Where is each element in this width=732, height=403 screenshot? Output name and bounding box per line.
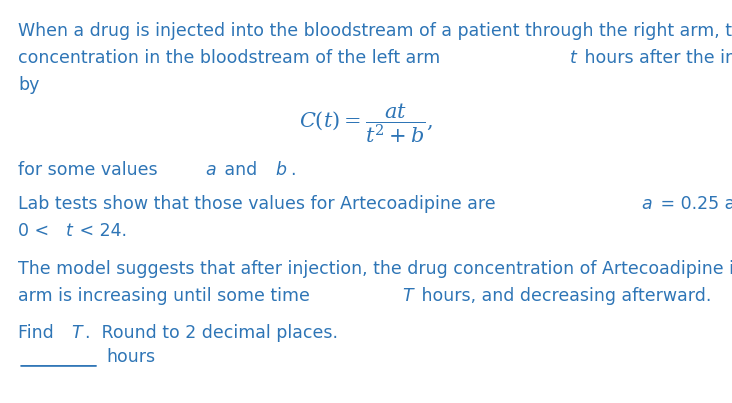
Text: The model suggests that after injection, the drug concentration of Artecoadipine: The model suggests that after injection,… xyxy=(18,260,732,278)
Text: T: T xyxy=(72,324,82,343)
Text: hours: hours xyxy=(106,348,155,366)
Text: = 0.25 and: = 0.25 and xyxy=(655,195,732,214)
Text: hours after the injection is approximated: hours after the injection is approximate… xyxy=(579,49,732,67)
Text: Find: Find xyxy=(18,324,59,343)
Text: $C(t) = \dfrac{at}{t^2 + b},$: $C(t) = \dfrac{at}{t^2 + b},$ xyxy=(299,101,433,145)
Text: .  Round to 2 decimal places.: . Round to 2 decimal places. xyxy=(85,324,338,343)
Text: When a drug is injected into the bloodstream of a patient through the right arm,: When a drug is injected into the bloodst… xyxy=(18,22,732,40)
Text: a: a xyxy=(642,195,652,214)
Text: < 24.: < 24. xyxy=(75,222,127,241)
Text: T: T xyxy=(402,287,413,305)
Text: t: t xyxy=(66,222,72,241)
Text: for some values: for some values xyxy=(18,161,163,179)
Text: t: t xyxy=(570,49,577,67)
Text: concentration in the bloodstream of the left arm: concentration in the bloodstream of the … xyxy=(18,49,446,67)
Text: by: by xyxy=(18,76,40,94)
Text: arm is increasing until some time: arm is increasing until some time xyxy=(18,287,315,305)
Text: hours, and decreasing afterward.: hours, and decreasing afterward. xyxy=(416,287,711,305)
Text: Lab tests show that those values for Artecoadipine are: Lab tests show that those values for Art… xyxy=(18,195,501,214)
Text: a: a xyxy=(206,161,216,179)
Text: .: . xyxy=(290,161,296,179)
Text: 0 <: 0 < xyxy=(18,222,55,241)
Text: b: b xyxy=(276,161,287,179)
Text: and: and xyxy=(220,161,263,179)
